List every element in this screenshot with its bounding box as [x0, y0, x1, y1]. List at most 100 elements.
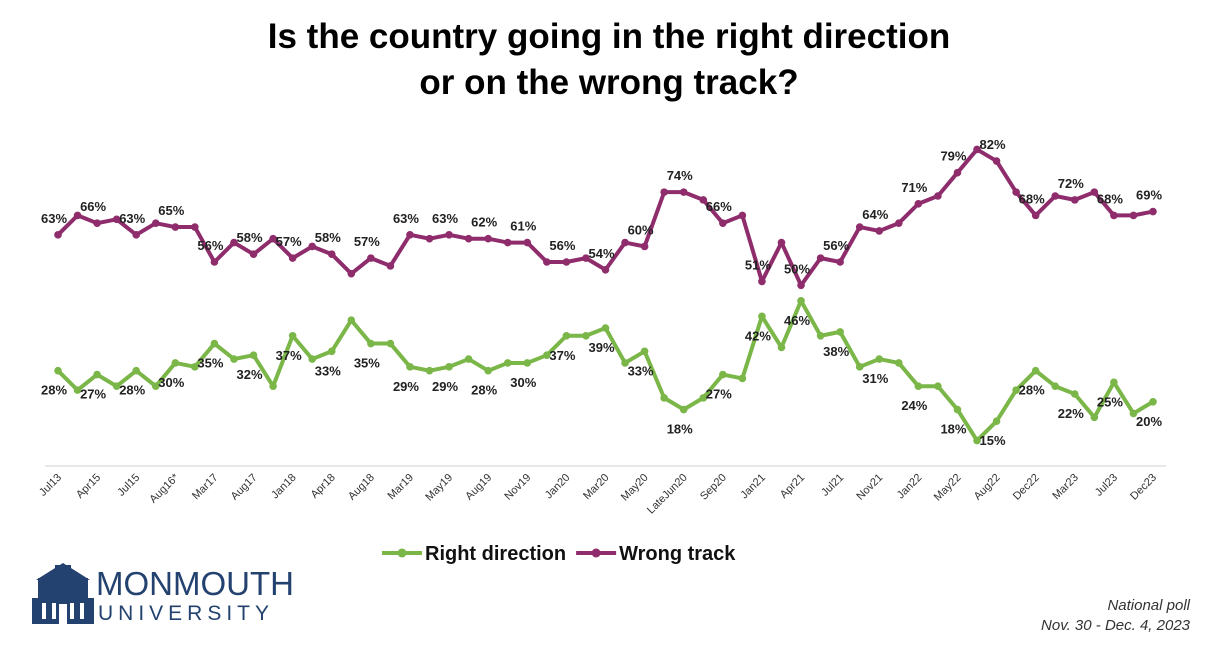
data-point: [1031, 211, 1040, 220]
x-tick-label: Jul15: [115, 472, 142, 499]
data-point: [230, 355, 238, 363]
data-label: 79%: [940, 149, 966, 164]
data-point: [191, 223, 199, 231]
data-point: [855, 363, 864, 371]
data-label: 51%: [745, 257, 771, 272]
data-point: [445, 363, 453, 371]
data-point: [1090, 413, 1099, 422]
x-tick-label: Mar19: [386, 472, 417, 503]
data-label: 74%: [667, 168, 693, 183]
chart-title: Is the country going in the right direct…: [267, 17, 951, 102]
data-point: [1070, 390, 1079, 398]
data-label: 50%: [784, 261, 810, 276]
data-point: [406, 363, 414, 371]
data-point: [992, 417, 1001, 425]
x-tick-label: Apr18: [309, 472, 338, 501]
data-point: [621, 238, 629, 247]
data-point: [875, 355, 884, 363]
data-label: 63%: [432, 211, 458, 226]
data-point: [816, 254, 825, 262]
data-label: 68%: [1097, 191, 1123, 206]
data-label: 22%: [1058, 406, 1084, 421]
data-point: [601, 265, 610, 274]
data-point: [934, 192, 942, 200]
data-point: [347, 269, 356, 278]
series-line: [56, 147, 1154, 288]
data-label: 58%: [315, 230, 341, 245]
data-point: [895, 359, 903, 367]
data-label: 27%: [80, 387, 106, 402]
data-point: [484, 234, 492, 243]
data-point: [367, 339, 375, 348]
data-point: [308, 242, 316, 251]
data-label: 33%: [315, 363, 341, 378]
data-point: [54, 366, 62, 375]
logo-icon: [32, 563, 94, 624]
data-label: 61%: [510, 219, 536, 234]
data-label: 24%: [901, 398, 927, 413]
data-point: [523, 359, 532, 367]
data-label: 65%: [158, 203, 184, 218]
data-point: [484, 366, 492, 375]
x-tick-label: Jan22: [895, 472, 925, 502]
data-label: 30%: [510, 375, 536, 390]
data-label: 20%: [1136, 414, 1162, 429]
data-point: [269, 234, 277, 243]
data-point: [171, 223, 180, 231]
data-point: [230, 238, 238, 247]
data-point: [523, 238, 532, 247]
data-label: 69%: [1136, 188, 1162, 203]
data-label: 82%: [980, 137, 1006, 152]
data-point: [953, 168, 962, 177]
x-tick-label: Mar17: [190, 472, 221, 503]
data-point: [1110, 378, 1118, 387]
data-point: [54, 231, 62, 239]
x-tick-label: Jul21: [819, 472, 846, 499]
data-point: [660, 394, 668, 402]
data-label: 42%: [745, 328, 771, 343]
data-label: 28%: [471, 383, 497, 398]
data-point: [738, 374, 747, 383]
data-point: [269, 382, 277, 391]
data-point: [758, 277, 766, 286]
data-point: [386, 339, 395, 348]
data-point: [679, 188, 688, 196]
data-point: [249, 250, 258, 259]
data-label: 64%: [862, 207, 888, 222]
data-point: [1110, 211, 1118, 220]
data-point: [308, 355, 316, 363]
data-label: 63%: [41, 211, 67, 226]
x-tick-label: Sep20: [698, 472, 729, 503]
data-point: [582, 331, 590, 340]
legend-label: Right direction: [425, 543, 566, 565]
x-tick-label: May20: [619, 472, 651, 504]
data-point: [640, 242, 649, 251]
data-point: [543, 258, 551, 266]
data-label: 58%: [237, 230, 263, 245]
x-tick-label: May19: [423, 472, 455, 504]
data-label: 31%: [862, 371, 888, 386]
data-label: 18%: [940, 422, 966, 437]
x-tick-label: Aug18: [346, 472, 377, 503]
data-point: [93, 370, 101, 379]
data-point: [777, 343, 786, 352]
data-label: 38%: [823, 344, 849, 359]
data-point: [425, 234, 434, 243]
data-point: [464, 355, 473, 363]
brand-name: MONMOUTH: [96, 565, 294, 602]
data-label: 37%: [549, 348, 575, 363]
data-point: [1031, 366, 1040, 375]
data-point: [679, 405, 688, 414]
data-point: [797, 297, 805, 305]
data-point: [151, 382, 160, 391]
data-point: [836, 258, 844, 266]
data-point: [621, 359, 629, 367]
data-point: [758, 312, 766, 321]
data-point: [836, 328, 844, 336]
x-tick-label: Jul13: [37, 472, 64, 499]
x-tick-label: Jan18: [269, 472, 299, 502]
data-label: 63%: [393, 211, 419, 226]
data-point: [503, 359, 512, 367]
x-tick-label: Dec23: [1128, 472, 1159, 503]
